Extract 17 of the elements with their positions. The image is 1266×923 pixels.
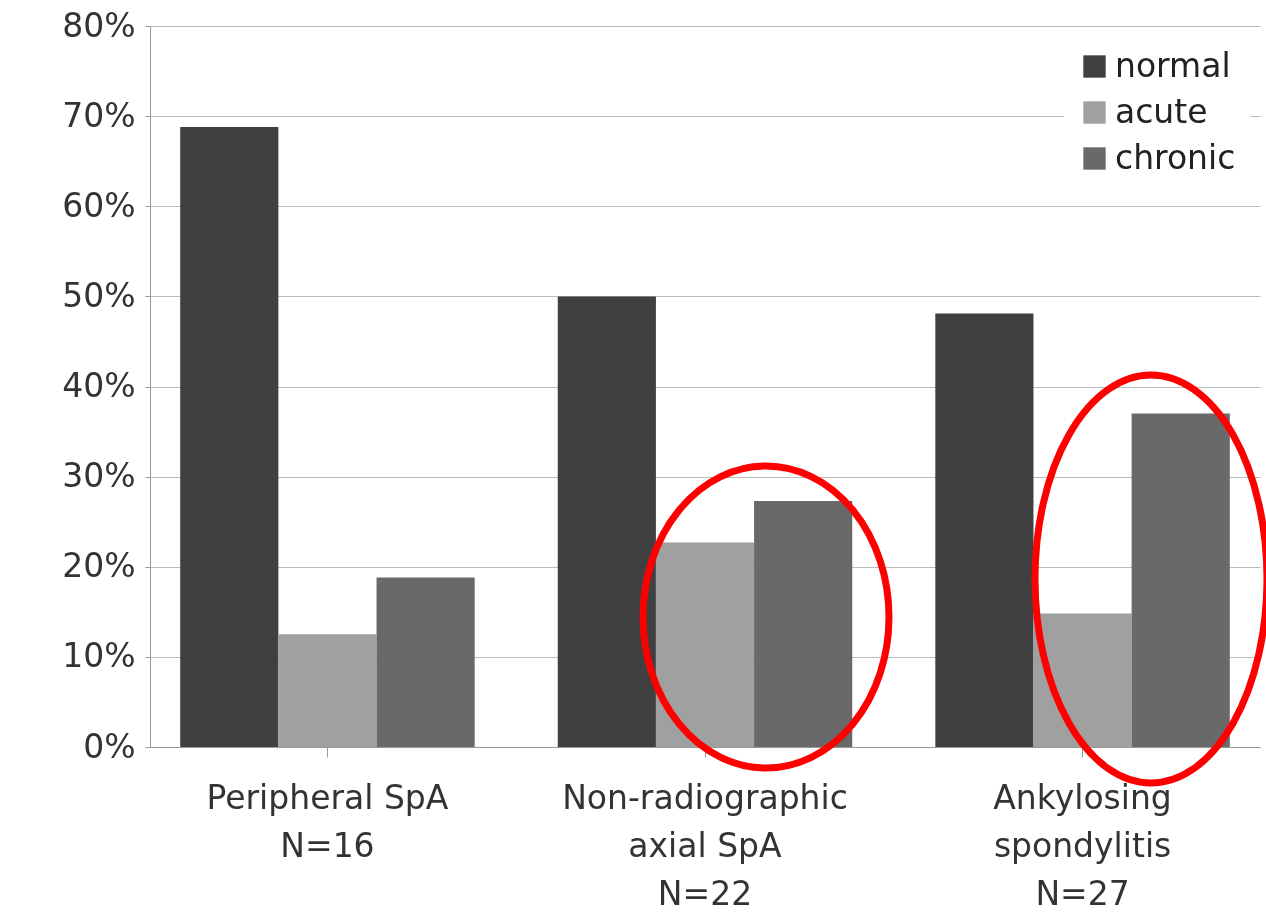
y-tick-label: 30% [62,456,136,496]
bar [376,577,475,747]
y-tick-label: 60% [62,185,136,225]
y-tick-label: 40% [62,366,136,405]
y-tick-label: 0% [83,726,136,766]
y-tick-label: 20% [62,546,136,586]
y-tick-label: 10% [62,636,136,676]
x-tick-label: Ankylosing spondylitis N=27 [993,777,1172,913]
legend-label: acute [1115,91,1208,131]
y-tick-label: 50% [62,275,136,315]
legend-label: chronic [1115,137,1236,177]
bar [180,126,279,747]
legend-label: normal [1115,45,1231,85]
y-tick-label: 80% [62,5,136,45]
x-tick-label: Non-radiographic axial SpA N=22 [562,777,848,913]
x-tick-label: Peripheral SpA N=16 [206,777,449,865]
y-tick-label: 70% [62,95,136,135]
